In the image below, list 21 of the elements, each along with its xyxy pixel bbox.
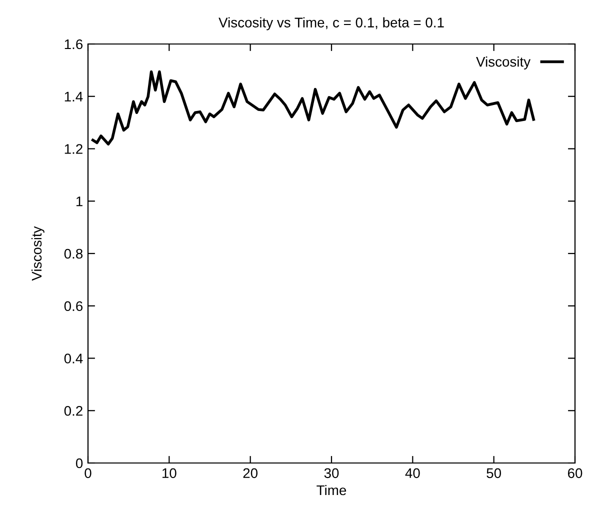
- y-tick-label: 1.2: [64, 144, 82, 154]
- x-tick-label: 30: [324, 468, 339, 478]
- x-tick-label: 40: [405, 468, 420, 478]
- legend-label: Viscosity: [476, 56, 531, 70]
- chart-title: Viscosity vs Time, c = 0.1, beta = 0.1: [218, 17, 444, 30]
- x-tick-label: 50: [486, 468, 502, 478]
- y-tick-label: 1: [76, 196, 82, 206]
- y-tick-label: 0.8: [64, 248, 83, 259]
- x-axis-title: Time: [316, 484, 346, 496]
- x-tick-label: 20: [243, 468, 258, 478]
- y-tick-label: 1.6: [64, 39, 83, 50]
- y-tick-label: 0.4: [64, 354, 83, 364]
- line-series: [91, 70, 535, 146]
- y-tick-label: 0.2: [64, 406, 82, 416]
- y-tick-label: 1.4: [64, 92, 83, 102]
- x-tick-label: 0: [84, 468, 92, 478]
- y-axis-title: Viscosity: [31, 226, 44, 281]
- y-tick-label: 0.6: [64, 301, 83, 312]
- x-tick-label: 10: [162, 468, 176, 478]
- x-tick-label: 60: [568, 468, 582, 478]
- y-tick-label: 0: [76, 458, 83, 468]
